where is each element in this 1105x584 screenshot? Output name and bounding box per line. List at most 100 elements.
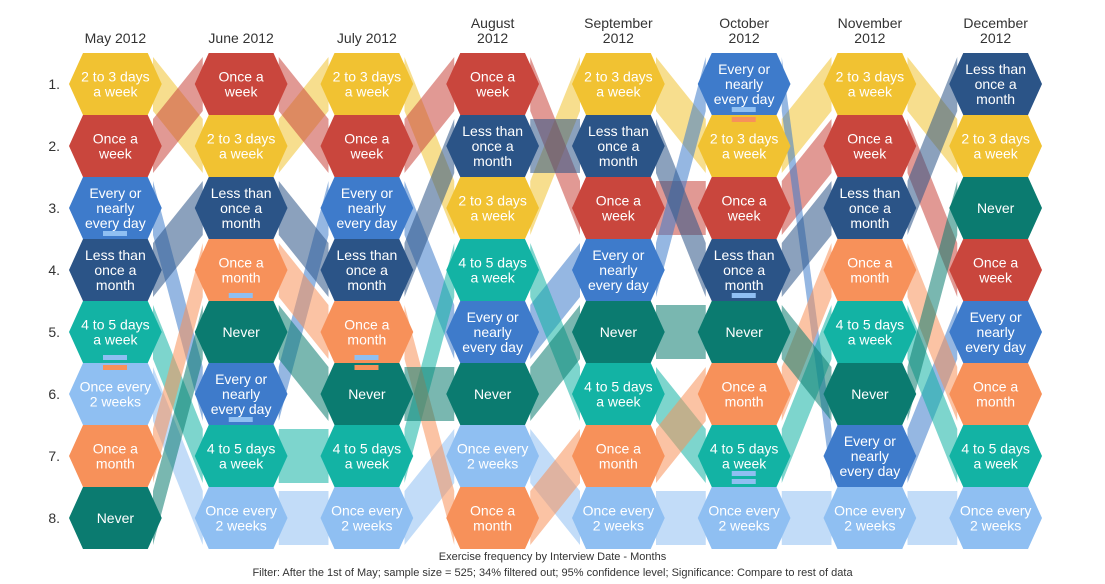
block-2-2: [320, 177, 414, 239]
band-5-1: [278, 491, 329, 545]
block-label: Never: [851, 386, 889, 402]
block-label: Every or nearly every day: [462, 309, 523, 355]
significance-mark: [228, 417, 253, 422]
block-label: Once a week: [219, 69, 264, 100]
block-label: Once a week: [93, 131, 138, 162]
band-3-4: [656, 119, 706, 297]
block-label: Once a month: [847, 255, 892, 286]
band-7-0: [153, 305, 203, 545]
block-label: Never: [474, 386, 512, 402]
block-label: Less than once a month: [337, 247, 398, 293]
significance-mark: [731, 293, 756, 298]
band-7-5: [781, 305, 832, 421]
block-label: Less than once a month: [840, 185, 901, 231]
block-2-3: [446, 301, 539, 363]
block-label: Less than once a month: [85, 247, 146, 293]
block-label: Every or nearly every day: [588, 247, 649, 293]
block-label: Every or nearly every day: [85, 185, 146, 231]
band-3-1: [278, 181, 329, 297]
band-4-1: [278, 429, 329, 483]
block-label: Every or nearly every day: [840, 433, 901, 479]
block-3-2: [320, 239, 414, 301]
block-3-7: [949, 53, 1042, 115]
block-1-2: [320, 115, 414, 177]
band-1-0: [153, 57, 203, 173]
significance-mark: [354, 355, 379, 360]
rank-label: 7.: [48, 448, 60, 464]
significance-mark: [103, 365, 127, 370]
block-label: 4 to 5 days a week: [333, 441, 402, 472]
significance-mark: [480, 497, 505, 502]
block-label: Once a month: [344, 317, 389, 348]
block-1-6: [823, 115, 917, 177]
band-7-6: [907, 181, 958, 421]
block-4-4: [572, 363, 665, 425]
block-label: Once every 2 weeks: [834, 503, 906, 534]
significance-mark: [103, 427, 127, 432]
block-label: Never: [348, 386, 386, 402]
chart-title: Exercise frequency by Interview Date - M…: [438, 551, 667, 563]
block-6-6: [823, 239, 917, 301]
band-6-5: [781, 243, 832, 421]
band-4-0: [153, 305, 203, 483]
block-1-5: [697, 177, 791, 239]
band-3-5: [781, 181, 832, 297]
rank-label: 8.: [48, 510, 60, 526]
month-header: August 2012: [471, 15, 515, 46]
block-7-5: [697, 301, 791, 363]
band-7-3: [530, 305, 580, 421]
band-1-1: [278, 57, 329, 173]
band-6-1: [278, 243, 329, 359]
block-label: Once a month: [973, 379, 1018, 410]
block-1-7: [949, 239, 1042, 301]
block-2-7: [949, 301, 1042, 363]
block-label: Once a week: [470, 69, 515, 100]
band-0-6: [907, 57, 958, 173]
block-label: Less than once a month: [462, 123, 523, 169]
block-7-1: [194, 301, 288, 363]
block-label: Never: [222, 324, 260, 340]
block-label: Every or nearly every day: [211, 371, 272, 417]
block-0-0: [69, 53, 162, 115]
block-label: Less than once a month: [714, 247, 775, 293]
significance-mark: [480, 489, 505, 494]
block-label: Every or nearly every day: [714, 61, 775, 107]
block-label: Once every 2 weeks: [80, 379, 152, 410]
band-3-2: [404, 119, 455, 297]
band-6-3: [530, 429, 580, 545]
significance-mark: [103, 231, 127, 236]
block-0-2: [320, 53, 414, 115]
block-6-4: [572, 425, 665, 487]
block-4-5: [697, 425, 791, 487]
block-3-4: [572, 115, 665, 177]
band-6-0: [153, 243, 203, 483]
block-6-3: [446, 487, 539, 549]
block-3-1: [194, 177, 288, 239]
block-0-3: [446, 177, 539, 239]
block-label: 4 to 5 days a week: [836, 317, 905, 348]
significance-mark: [103, 355, 127, 360]
month-header: November 2012: [838, 15, 903, 46]
band-6-2: [404, 305, 455, 545]
band-5-4: [656, 491, 706, 545]
block-7-7: [949, 177, 1042, 239]
block-6-2: [320, 301, 414, 363]
significance-marks-layer: [103, 107, 756, 502]
block-label: Every or nearly every day: [965, 309, 1026, 355]
block-5-5: [697, 487, 791, 549]
block-7-2: [320, 363, 414, 425]
block-label: 2 to 3 days a week: [207, 131, 276, 162]
significance-mark: [103, 417, 127, 422]
block-label: Once every 2 weeks: [583, 503, 655, 534]
rank-label: 5.: [48, 324, 60, 340]
block-label: 4 to 5 days a week: [81, 317, 150, 348]
block-label: Once every 2 weeks: [331, 503, 403, 534]
labels-layer: 2 to 3 days a week Once a week Every or nearl…: [48, 15, 1031, 534]
block-1-1: [194, 53, 288, 115]
block-5-2: [320, 487, 414, 549]
block-label: Every or nearly every day: [337, 185, 398, 231]
block-label: 2 to 3 days a week: [836, 69, 905, 100]
block-label: Once a month: [722, 379, 767, 410]
block-label: Less than once a month: [211, 185, 272, 231]
